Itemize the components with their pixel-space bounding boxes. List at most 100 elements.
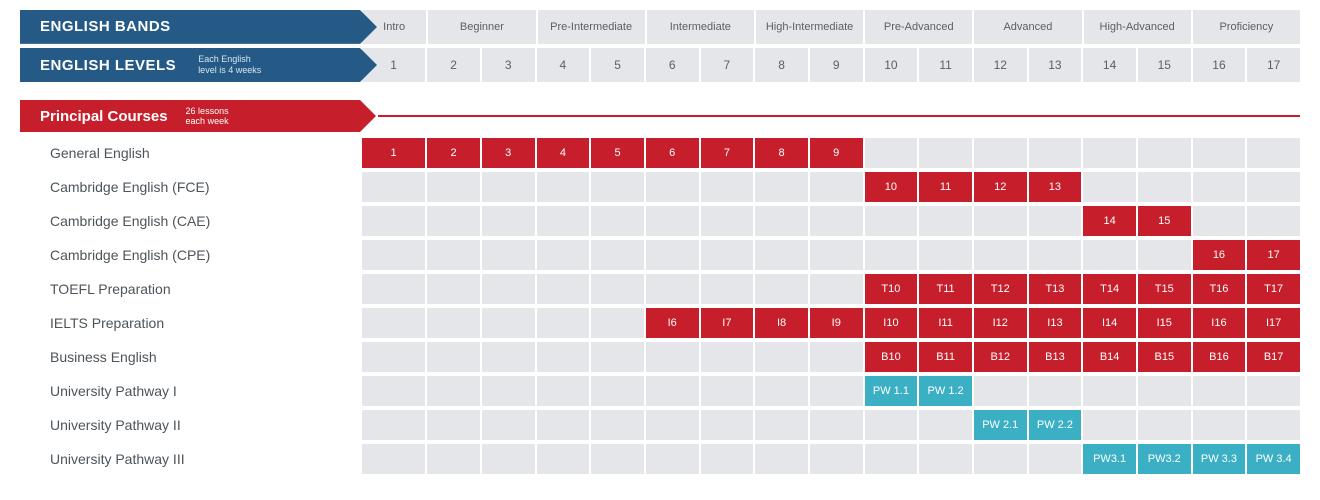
course-label: University Pathway III — [20, 444, 360, 474]
course-cell — [701, 376, 754, 406]
course-cell: PW3.1 — [1083, 444, 1136, 474]
course-row: IELTS PreparationI6I7I8I9I10I11I12I13I14… — [20, 308, 1300, 338]
course-cell — [537, 376, 590, 406]
course-cell — [591, 342, 644, 372]
course-cell: B11 — [919, 342, 972, 372]
course-cell — [362, 206, 425, 236]
course-cell — [974, 444, 1027, 474]
course-cell — [1029, 376, 1082, 406]
course-cell — [362, 376, 425, 406]
course-cell: I12 — [974, 308, 1027, 338]
level-cell: 14 — [1083, 48, 1136, 82]
course-cell: I10 — [865, 308, 918, 338]
section-rule — [378, 115, 1300, 117]
band-cell: High-Intermediate — [756, 10, 863, 44]
course-cell — [755, 206, 808, 236]
course-label: Business English — [20, 342, 360, 372]
course-cell — [537, 172, 590, 202]
course-cell: PW 2.1 — [974, 410, 1027, 440]
course-cell: B14 — [1083, 342, 1136, 372]
course-cell: PW 3.4 — [1247, 444, 1300, 474]
course-label: Cambridge English (CPE) — [20, 240, 360, 270]
course-cell — [1138, 376, 1191, 406]
course-cell — [1138, 138, 1191, 168]
course-cell — [427, 444, 480, 474]
course-cell — [974, 206, 1027, 236]
course-cell — [591, 172, 644, 202]
course-cell: 15 — [1138, 206, 1191, 236]
course-cell — [537, 444, 590, 474]
course-cell — [865, 444, 918, 474]
course-cell — [1029, 206, 1082, 236]
course-cell — [482, 274, 535, 304]
course-cell: 16 — [1193, 240, 1246, 270]
course-row: General English123456789 — [20, 138, 1300, 168]
course-cell — [810, 240, 863, 270]
course-cell — [427, 274, 480, 304]
section-chip: Principal Courses 26 lessons each week — [20, 100, 360, 132]
level-cell: 3 — [482, 48, 535, 82]
course-cell — [1029, 444, 1082, 474]
course-cell: PW 3.3 — [1193, 444, 1246, 474]
course-cell: I7 — [701, 308, 754, 338]
course-cell: T17 — [1247, 274, 1300, 304]
course-cell — [810, 206, 863, 236]
course-cell — [1083, 138, 1136, 168]
course-cell: B15 — [1138, 342, 1191, 372]
course-cell — [646, 206, 699, 236]
course-cell — [919, 206, 972, 236]
header-levels-label: ENGLISH LEVELS Each English level is 4 w… — [20, 48, 360, 82]
course-cell — [1247, 410, 1300, 440]
course-cell — [865, 206, 918, 236]
band-cell: Advanced — [974, 10, 1081, 44]
course-cell — [646, 172, 699, 202]
level-cell: 7 — [701, 48, 754, 82]
course-cell: I13 — [1029, 308, 1082, 338]
course-cell — [427, 308, 480, 338]
course-cell — [1029, 240, 1082, 270]
course-cell — [974, 138, 1027, 168]
course-cell: T15 — [1138, 274, 1191, 304]
course-cell — [482, 172, 535, 202]
section-header: Principal Courses 26 lessons each week — [20, 100, 1300, 132]
course-cell — [591, 274, 644, 304]
course-row: University Pathway IPW 1.1PW 1.2 — [20, 376, 1300, 406]
course-cell — [919, 444, 972, 474]
course-cell — [1247, 206, 1300, 236]
course-cell — [1083, 376, 1136, 406]
course-row: University Pathway IIIPW3.1PW3.2PW 3.3PW… — [20, 444, 1300, 474]
course-cell — [591, 206, 644, 236]
level-cell: 17 — [1247, 48, 1300, 82]
course-cell: 12 — [974, 172, 1027, 202]
course-cell: 6 — [646, 138, 699, 168]
level-cell: 10 — [865, 48, 918, 82]
course-cell — [810, 444, 863, 474]
course-cell: PW 1.1 — [865, 376, 918, 406]
course-row: Business EnglishB10B11B12B13B14B15B16B17 — [20, 342, 1300, 372]
course-cell — [701, 240, 754, 270]
course-cell — [646, 342, 699, 372]
course-cell: 14 — [1083, 206, 1136, 236]
course-cell — [591, 240, 644, 270]
course-cell — [701, 444, 754, 474]
course-cell: PW 1.2 — [919, 376, 972, 406]
course-label: University Pathway II — [20, 410, 360, 440]
course-cell — [755, 376, 808, 406]
header-levels-title: ENGLISH LEVELS — [40, 57, 176, 74]
course-cell — [537, 274, 590, 304]
level-cell: 2 — [427, 48, 480, 82]
course-cell — [1138, 172, 1191, 202]
course-cell — [646, 376, 699, 406]
course-cell: T14 — [1083, 274, 1136, 304]
course-cell — [427, 410, 480, 440]
band-cell: High-Advanced — [1084, 10, 1191, 44]
course-cell — [591, 308, 644, 338]
course-cell — [1247, 376, 1300, 406]
course-cell — [919, 240, 972, 270]
course-cell — [537, 410, 590, 440]
course-cell: B10 — [865, 342, 918, 372]
course-cell — [1138, 240, 1191, 270]
course-cell — [755, 240, 808, 270]
level-cell: 11 — [919, 48, 972, 82]
course-cell — [427, 376, 480, 406]
